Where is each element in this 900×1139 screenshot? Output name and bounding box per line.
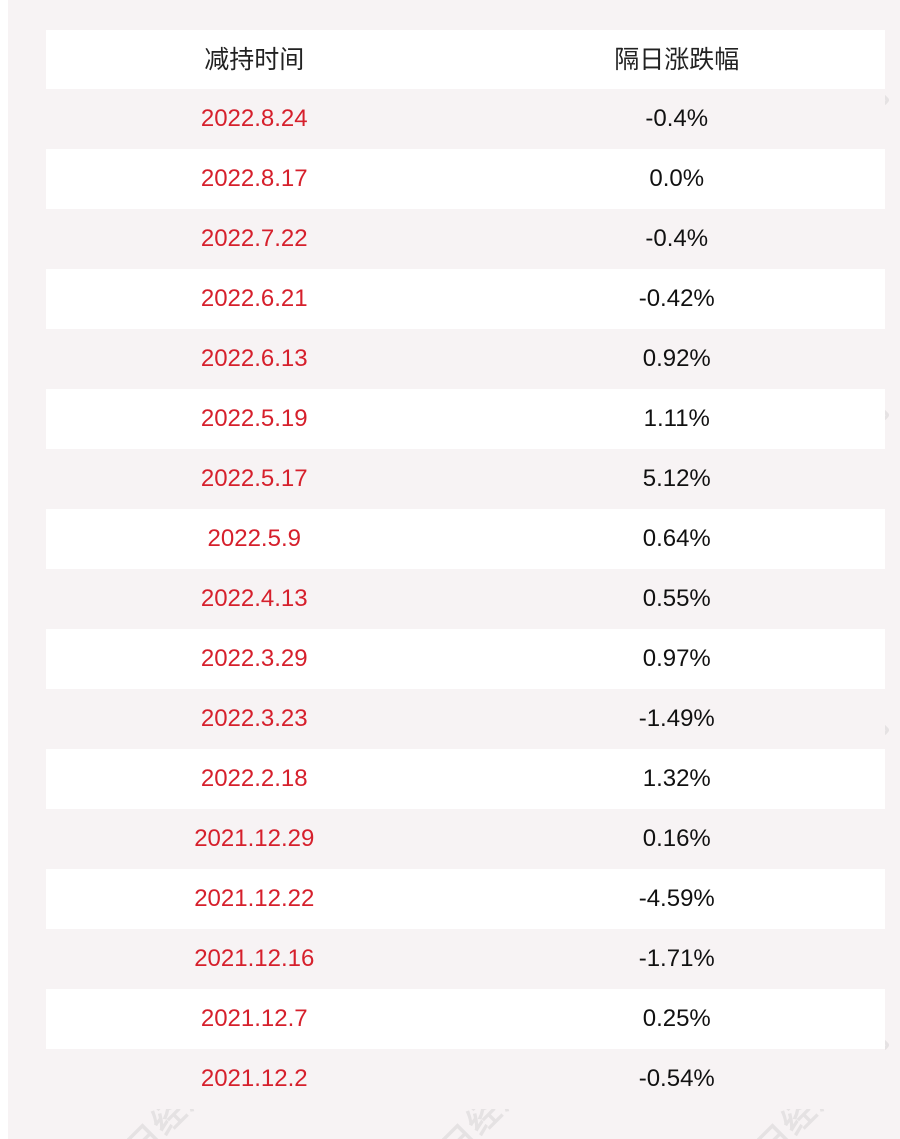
table-body: 2022.8.24 -0.4% 2022.8.17 0.0% 2022.7.22 -0.4… <box>46 89 885 1109</box>
table-row: 2022.8.17 0.0% <box>46 149 885 209</box>
next-day-change-cell: -0.4% <box>645 225 709 252</box>
reduction-date-cell: 2022.7.22 <box>200 225 308 252</box>
next-day-change-cell: 0.25% <box>642 1005 711 1032</box>
reduction-date-cell: 2022.5.19 <box>200 405 308 432</box>
next-day-change-cell: 1.32% <box>642 765 711 792</box>
next-day-change-cell: 0.0% <box>649 165 705 192</box>
next-day-change-cell: 0.97% <box>642 645 711 672</box>
header-reduction-date: 减持时间 <box>204 45 305 74</box>
reduction-date-cell: 2021.12.7 <box>200 1005 308 1032</box>
table-row: 2022.2.18 1.32% <box>46 749 885 809</box>
reduction-date-cell: 2021.12.29 <box>194 825 315 852</box>
table-header-row: 减持时间 隔日涨跌幅 <box>46 30 885 89</box>
table-row: 2022.4.13 0.55% <box>46 569 885 629</box>
next-day-change-cell: -0.54% <box>638 1065 715 1092</box>
table-row: 2022.3.29 0.97% <box>46 629 885 689</box>
next-day-change-cell: -0.42% <box>638 285 715 312</box>
table-row: 2022.6.21 -0.42% <box>46 269 885 329</box>
table-row: 2021.12.16 -1.71% <box>46 929 885 989</box>
table-row: 2022.8.24 -0.4% <box>46 89 885 149</box>
next-day-change-cell: 0.64% <box>642 525 711 552</box>
next-day-change-cell: 0.16% <box>642 825 711 852</box>
table-row: 2022.7.22 -0.4% <box>46 209 885 269</box>
table-row: 2022.3.23 -1.49% <box>46 689 885 749</box>
next-day-change-cell: 1.11% <box>643 405 710 432</box>
reduction-date-cell: 2022.5.17 <box>200 465 308 492</box>
reduction-date-cell: 2022.3.29 <box>200 645 308 672</box>
table-row: 2022.6.13 0.92% <box>46 329 885 389</box>
table-row: 2022.5.9 0.64% <box>46 509 885 569</box>
reduction-date-cell: 2021.12.16 <box>194 945 315 972</box>
table-row: 2021.12.2 -0.54% <box>46 1049 885 1109</box>
table-row: 2022.5.19 1.11% <box>46 389 885 449</box>
next-day-change-cell: 5.12% <box>642 465 711 492</box>
reduction-date-cell: 2022.6.21 <box>200 285 308 312</box>
next-day-change-cell: 0.55% <box>642 585 711 612</box>
reduction-date-cell: 2022.5.9 <box>207 525 301 552</box>
next-day-change-cell: -0.4% <box>645 105 709 132</box>
next-day-change-cell: -1.71% <box>638 945 715 972</box>
reduction-date-cell: 2022.3.23 <box>200 705 308 732</box>
table-row: 2021.12.7 0.25% <box>46 989 885 1049</box>
next-day-change-cell: -1.49% <box>638 705 715 732</box>
next-day-change-cell: -4.59% <box>638 885 715 912</box>
reduction-date-cell: 2022.8.24 <box>200 105 308 132</box>
table-row: 2022.5.17 5.12% <box>46 449 885 509</box>
reduction-date-cell: 2022.8.17 <box>200 165 308 192</box>
reduction-date-cell: 2021.12.2 <box>200 1065 308 1092</box>
header-next-day-change: 隔日涨跌幅 <box>614 45 740 74</box>
table-row: 2021.12.29 0.16% <box>46 809 885 869</box>
next-day-change-cell: 0.92% <box>642 345 711 372</box>
table-row: 2021.12.22 -4.59% <box>46 869 885 929</box>
reduction-date-cell: 2021.12.22 <box>194 885 315 912</box>
reduction-date-cell: 2022.2.18 <box>200 765 308 792</box>
table-panel: 每日经济新闻每日经济新闻每日经济新闻每日经济新闻每日经济新闻每日经济新闻每日经济… <box>8 0 900 1139</box>
reduction-table: 减持时间 隔日涨跌幅 2022.8.24 -0.4% 2022.8.17 0.0% 20… <box>46 30 885 1109</box>
reduction-date-cell: 2022.6.13 <box>200 345 308 372</box>
reduction-date-cell: 2022.4.13 <box>200 585 308 612</box>
